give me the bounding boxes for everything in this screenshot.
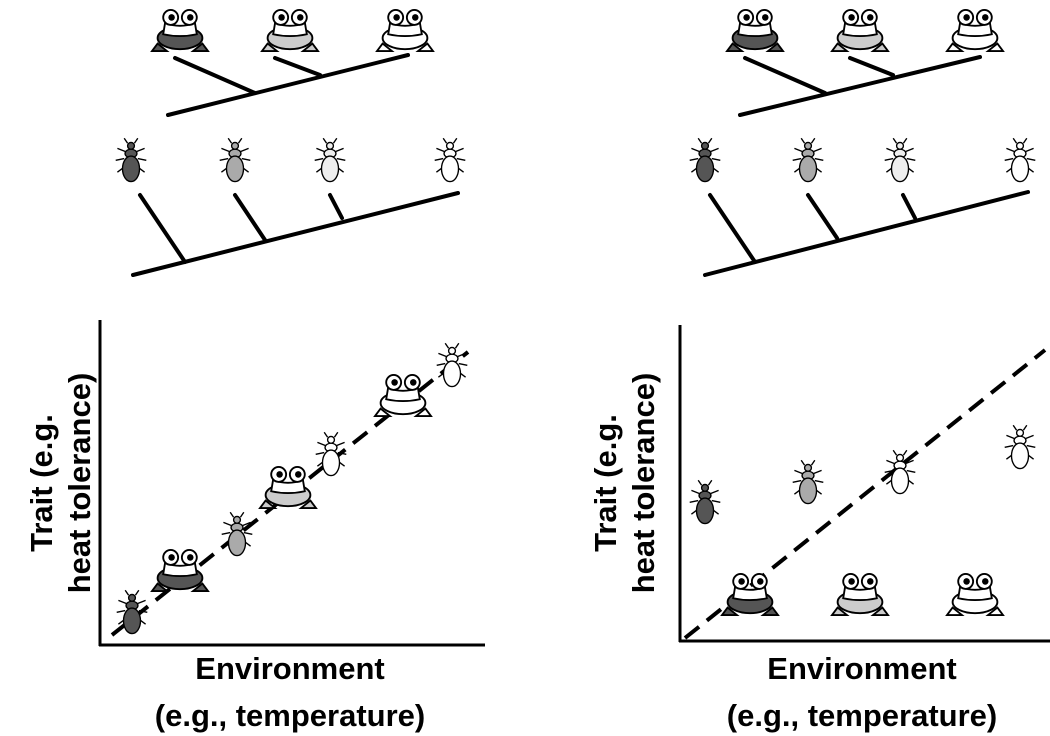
beetle-icon <box>437 343 468 386</box>
branch <box>903 195 915 218</box>
beetle-icon <box>885 138 916 181</box>
beetle-icon <box>222 512 253 555</box>
branch <box>140 195 185 262</box>
branch <box>330 195 342 218</box>
beetle-icon <box>220 138 251 181</box>
right-panel: Trait (e.g. heat tolerance) Environment … <box>588 10 1050 733</box>
beetle-icon <box>435 138 466 181</box>
branch <box>275 58 320 75</box>
beetle-icon <box>1005 138 1036 181</box>
x-axis-label: (e.g., temperature) <box>727 698 997 733</box>
branch <box>850 58 893 75</box>
beetle-icon <box>793 138 824 181</box>
frog-icon <box>152 550 208 591</box>
frog-icon <box>375 375 431 416</box>
branch <box>710 195 755 262</box>
y-axis-label: Trait (e.g. <box>588 414 623 552</box>
frog-icon <box>260 467 316 508</box>
beetle-icon <box>1005 425 1036 468</box>
y-axis-label: heat tolerance) <box>626 373 661 594</box>
beetle-icon <box>793 460 824 503</box>
figure: Trait (e.g. heat tolerance) Environment … <box>0 0 1050 736</box>
beetle-icon <box>315 138 346 181</box>
frog-icon <box>727 10 783 51</box>
beetle-icon <box>690 480 721 523</box>
branch <box>808 195 837 238</box>
branch <box>235 195 265 240</box>
frog-icon <box>152 10 208 51</box>
frog-icon <box>722 574 778 615</box>
frog-icon <box>377 10 433 51</box>
x-axis-label: (e.g., temperature) <box>155 698 425 733</box>
left-panel: Trait (e.g. heat tolerance) Environment … <box>24 10 485 733</box>
y-axis-label: heat tolerance) <box>62 373 97 594</box>
x-axis-label: Environment <box>195 651 384 686</box>
frog-icon <box>262 10 318 51</box>
phylogeny <box>740 57 980 115</box>
frog-icon <box>832 10 888 51</box>
frog-icon <box>832 574 888 615</box>
y-axis-label: Trait (e.g. <box>24 414 59 552</box>
branch <box>175 58 255 93</box>
frog-icon <box>947 10 1003 51</box>
beetle-icon <box>690 138 721 181</box>
x-axis-label: Environment <box>767 651 956 686</box>
frog-icon <box>947 574 1003 615</box>
branch <box>745 58 825 93</box>
beetle-icon <box>116 138 147 181</box>
phylogeny <box>133 193 458 275</box>
